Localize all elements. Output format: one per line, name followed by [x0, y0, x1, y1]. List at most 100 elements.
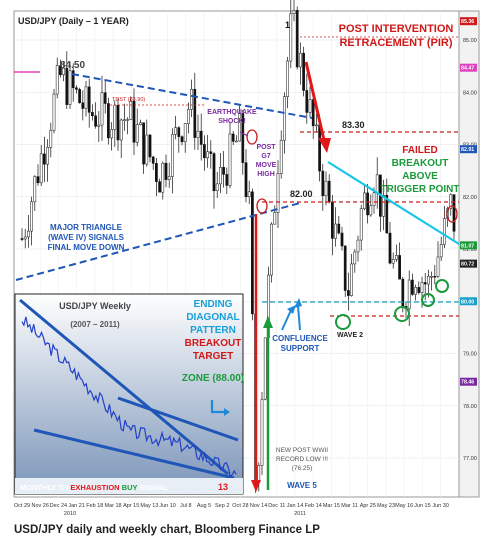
candle-body [359, 208, 363, 241]
wave2-label: WAVE 2 [337, 332, 363, 339]
candle-body [318, 124, 321, 172]
candle-body [273, 212, 277, 225]
price-badge-label: 82.91 [461, 147, 474, 153]
candle-body [78, 89, 81, 104]
green-wave5-arrow-head [263, 316, 273, 328]
candle-body [196, 130, 200, 138]
zone-label: ZONE (88.00) [182, 373, 244, 384]
candle-body [398, 255, 401, 280]
candle-body [155, 163, 158, 182]
x-tick-label: Mar 15 [323, 503, 340, 509]
y-tick-label: 84.00 [463, 90, 477, 96]
candle-body [270, 223, 273, 276]
candle-body [353, 251, 357, 265]
target-label-1: BREAKOUT [185, 338, 242, 349]
candle-body [251, 191, 254, 315]
candle-body [139, 122, 142, 125]
failed-label-1: FAILED [402, 145, 438, 156]
candle-body [241, 113, 245, 163]
candle-body [433, 276, 437, 278]
g7-label-4: HIGH [257, 171, 275, 178]
candle-body [75, 87, 78, 90]
candle-body [283, 96, 286, 141]
candle-body [193, 89, 197, 138]
candle-body [286, 60, 289, 97]
trigger-trendline [327, 161, 460, 245]
x-tick-label: Jul 8 [180, 503, 192, 509]
inset-weekly-chart [14, 293, 244, 495]
candle-body [71, 70, 75, 89]
candle-body [135, 124, 139, 143]
red-drop-arrow-head [251, 480, 261, 492]
candle-body [62, 67, 65, 76]
candle-body [302, 52, 305, 91]
candle-body [311, 99, 315, 127]
candle-body [222, 167, 225, 175]
low-circle-1 [394, 306, 410, 322]
candle-body [107, 103, 110, 139]
candle-body [363, 192, 366, 209]
y-axis-ticks: 85.0084.0083.0082.0081.0080.0079.0078.00… [460, 17, 477, 462]
price-badge [460, 241, 477, 250]
candle-body [177, 127, 181, 137]
candle-body [158, 181, 161, 193]
x-tick-label: May 23 [377, 503, 395, 509]
ending-label-1: ENDING [194, 299, 233, 310]
low-circle-3 [435, 279, 449, 293]
candle-body [30, 201, 33, 232]
candle-body [337, 223, 341, 234]
confluence-label-1: CONFLUENCE [272, 334, 328, 343]
tdst-label: TDST (83.90) [112, 97, 145, 103]
candle-body [49, 130, 53, 148]
x-tick-label: Jan 21 [68, 503, 85, 509]
candle-body [279, 139, 283, 174]
candle-body [187, 109, 190, 124]
candle-body [36, 176, 40, 184]
candle-body [145, 134, 149, 165]
candle-body [91, 112, 94, 117]
candle-body [161, 162, 165, 193]
candle-body [113, 104, 117, 130]
price-badge-label: 84.47 [461, 66, 474, 72]
record-label-1: NEW POST WWII [276, 447, 328, 454]
main-chart-title: USD/JPY (Daily – 1 YEAR) [18, 16, 129, 26]
x-tick-label: Jan 14 [287, 503, 304, 509]
x-tick-label: Mar 11 [341, 503, 358, 509]
candle-body [331, 201, 334, 239]
triangle-upper-trendline [71, 73, 313, 119]
record-label-2: RECORD LOW !!! [276, 456, 328, 463]
candle-body [452, 194, 456, 232]
candle-body [87, 86, 91, 113]
price-badge-label: 80.72 [461, 262, 474, 268]
level-8330-label: 83.30 [342, 120, 365, 130]
ending-label-2: DIAGONAL [186, 312, 239, 323]
candlestick-series [20, 0, 456, 493]
price-badge [460, 145, 477, 154]
candle-body [276, 173, 280, 213]
x-tick-label: Dec 11 [268, 503, 285, 509]
quake-pointer [239, 131, 249, 137]
x-tick-label: Feb 14 [305, 503, 322, 509]
candle-body [375, 174, 379, 194]
pir-arrow-head [318, 138, 331, 153]
candle-body [23, 236, 27, 240]
candle-body [151, 156, 155, 164]
candle-body [443, 218, 446, 245]
candle-body [68, 70, 72, 105]
candle-body [391, 258, 395, 264]
x-tick-label: May 13 [140, 503, 158, 509]
x-axis-ticks: Oct 29 Nov 26 Dec 24 Jan 21 Feb 18 Mar 18 Apr … [14, 503, 449, 517]
candle-body [420, 282, 424, 293]
candle-body [411, 279, 414, 295]
figure-caption: USD/JPY daily and weekly chart, Bloomber… [14, 524, 320, 536]
candle-body [174, 127, 177, 135]
price-badge-label: 81.07 [461, 243, 474, 249]
candle-body [65, 67, 69, 105]
candle-body [430, 276, 433, 278]
failed-breakout-marker [446, 205, 458, 223]
inset-subtitle: (2007 – 2011) [70, 320, 120, 329]
candle-body [385, 195, 389, 234]
x-tick-label: Apr 25 [360, 503, 376, 509]
candle-body [180, 136, 184, 143]
